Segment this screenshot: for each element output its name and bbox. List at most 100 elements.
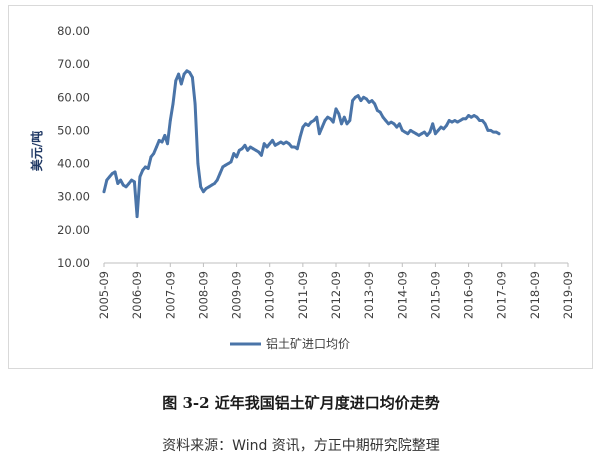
data-point: [237, 148, 241, 152]
data-point: [447, 119, 451, 122]
data-point: [348, 119, 352, 122]
data-point: [119, 178, 122, 182]
data-point: [414, 132, 418, 136]
data-point: [262, 142, 266, 146]
data-point: [199, 185, 203, 189]
x-tick-label: 2005-09: [97, 271, 111, 319]
data-point: [376, 109, 379, 112]
data-point: [254, 148, 258, 152]
data-point: [207, 185, 211, 189]
y-axis-label: 美元/吨: [29, 131, 44, 171]
data-point: [334, 107, 338, 111]
data-point: [417, 134, 421, 137]
data-point: [439, 125, 443, 129]
data-point: [478, 119, 481, 122]
data-point: [273, 143, 277, 147]
data-point: [356, 94, 360, 97]
data-point: [279, 140, 283, 144]
data-point: [331, 120, 335, 124]
x-tick-label: 2013-09: [362, 271, 376, 319]
x-tick-label: 2012-09: [329, 271, 343, 319]
data-point: [287, 142, 291, 146]
data-point: [141, 168, 145, 172]
x-tick-label: 2006-09: [130, 271, 144, 319]
x-axis-ticks: 2005-09 2006-09 2007-09 2008-09 2009-09 2010-…: [97, 271, 575, 319]
data-point: [428, 130, 432, 134]
data-point: [191, 76, 194, 79]
data-point: [378, 110, 382, 114]
data-point: [108, 175, 111, 179]
y-tick-label: 80.00: [57, 24, 90, 38]
data-point: [318, 132, 321, 136]
data-point: [323, 119, 327, 122]
data-point: [116, 182, 120, 185]
data-point: [182, 72, 186, 76]
data-point: [315, 115, 319, 119]
data-point: [381, 115, 385, 119]
data-point: [105, 178, 109, 182]
data-point: [456, 120, 459, 124]
data-point: [458, 119, 462, 122]
data-point: [320, 125, 324, 129]
data-point: [152, 152, 156, 156]
data-point: [436, 129, 440, 132]
data-point: [185, 69, 189, 73]
data-point: [177, 72, 181, 76]
data-point: [276, 142, 280, 146]
x-tick-label: 2017-09: [495, 271, 509, 319]
data-point: [284, 140, 288, 144]
x-axis: [103, 262, 569, 267]
data-point: [469, 115, 473, 119]
data-point: [193, 102, 197, 106]
legend-label: 铝土矿进口均价: [266, 336, 350, 351]
data-point: [240, 147, 244, 151]
data-point: [215, 178, 219, 182]
data-point: [365, 97, 368, 101]
data-point: [409, 129, 412, 132]
line-chart: 美元/吨 10.00 20.00 30.00 40.00 50.00 60.00 70.00…: [29, 24, 575, 351]
data-point: [127, 182, 131, 185]
y-tick-label: 20.00: [57, 223, 90, 237]
data-point: [431, 122, 435, 126]
data-point: [166, 142, 169, 146]
data-point: [423, 130, 426, 134]
data-point: [481, 119, 484, 122]
x-tick-label: 2009-09: [230, 271, 244, 319]
data-point: [398, 122, 401, 126]
data-point: [290, 145, 294, 149]
data-point: [224, 163, 227, 167]
data-point: [406, 132, 410, 136]
data-point: [295, 147, 299, 151]
data-point: [135, 215, 139, 219]
data-point: [472, 114, 476, 117]
data-point: [461, 117, 465, 121]
data-point: [229, 160, 233, 164]
data-point: [160, 140, 164, 144]
figure-caption: 图 3-2 近年我国铝土矿月度进口均价走势: [162, 394, 440, 412]
series-line: [102, 69, 501, 219]
data-point: [387, 122, 390, 126]
data-point: [489, 129, 493, 132]
data-point: [312, 119, 316, 122]
x-tick-label: 2011-09: [296, 271, 310, 319]
data-point: [420, 132, 423, 136]
data-point: [113, 170, 117, 174]
x-tick-label: 2014-09: [395, 271, 409, 319]
data-point: [210, 183, 214, 187]
data-point: [329, 117, 332, 121]
data-point: [138, 175, 142, 179]
data-point: [345, 122, 349, 126]
data-point: [337, 112, 341, 116]
data-point: [370, 99, 374, 102]
data-point: [483, 122, 487, 126]
data-point: [293, 145, 296, 149]
data-point: [124, 185, 128, 189]
data-point: [395, 125, 399, 129]
data-point: [434, 132, 437, 136]
x-tick-label: 2007-09: [163, 271, 177, 319]
legend: 铝土矿进口均价: [230, 336, 350, 351]
data-point: [353, 95, 357, 99]
data-point: [492, 130, 495, 134]
data-point: [213, 182, 216, 185]
data-point: [174, 79, 178, 83]
